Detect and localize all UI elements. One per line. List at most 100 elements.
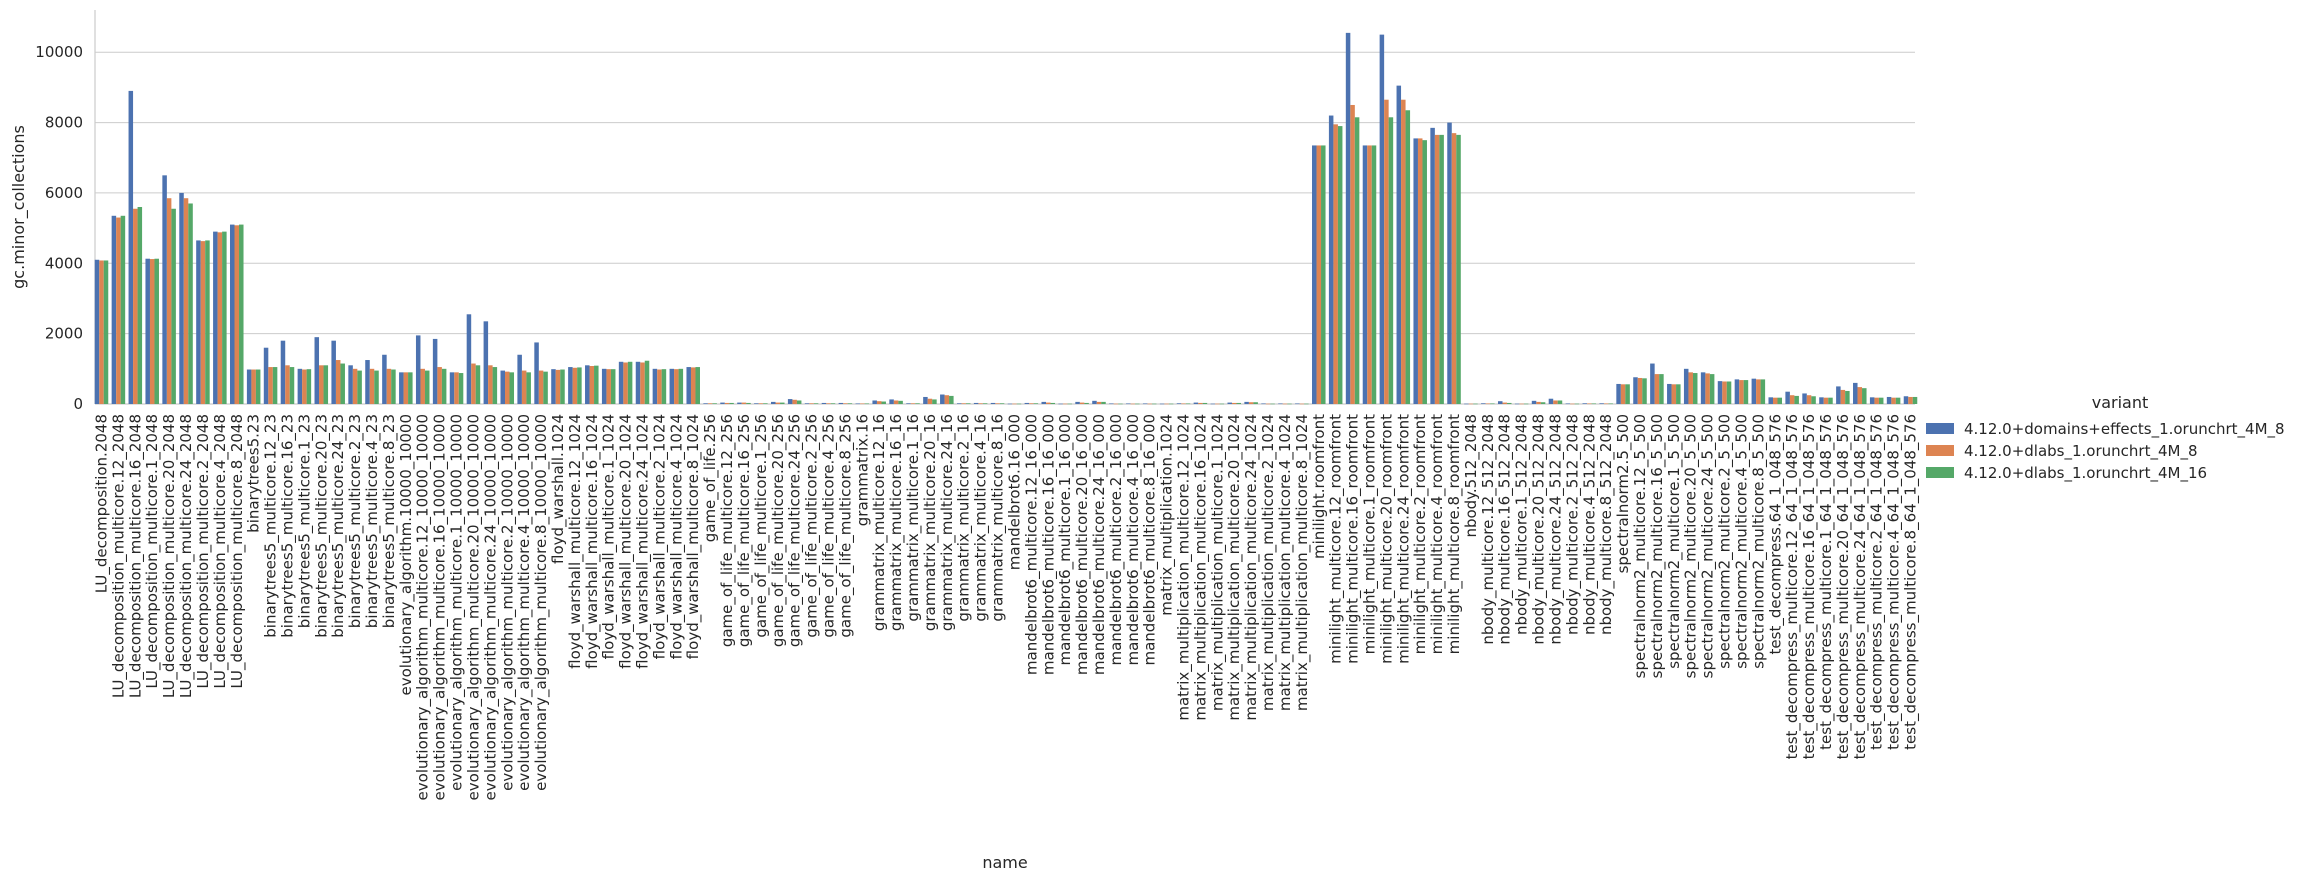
bar [843, 403, 848, 404]
bar [1333, 124, 1338, 404]
x-tick-label: mandelbrot6.16_000 [1005, 414, 1024, 570]
x-tick-label: game_of_life_multicore.16_256 [735, 414, 754, 647]
bar [1168, 403, 1174, 405]
legend-title: variant [2092, 393, 2149, 412]
bar [483, 321, 489, 404]
bar [594, 365, 599, 404]
bar [526, 372, 531, 404]
x-tick-label: mandelbrot6_multicore.24_16_000 [1090, 414, 1109, 675]
bar [1903, 396, 1909, 404]
bar [1836, 386, 1841, 404]
legend: variant 4.12.0+domains+effects_1.orunchr… [1926, 393, 2285, 483]
bar [1692, 373, 1698, 404]
bar [1413, 138, 1418, 404]
bar [695, 367, 700, 404]
bar [246, 369, 252, 404]
bar [200, 241, 206, 404]
bar [1092, 400, 1097, 404]
bar [1650, 363, 1655, 404]
bar [1219, 403, 1225, 405]
bar [1159, 403, 1165, 405]
bar [222, 231, 227, 405]
bar [1806, 395, 1812, 404]
x-tick-label: spectralnorm2_multicore.16_5_500 [1648, 414, 1667, 678]
bar [585, 365, 590, 404]
x-tick-label: game_of_life_multicore.2_256 [803, 414, 822, 638]
bar [1244, 401, 1249, 404]
bar [1282, 403, 1288, 405]
bar [910, 403, 916, 404]
bar [741, 402, 747, 404]
bar [386, 368, 392, 404]
bar [521, 370, 527, 404]
x-tick-label: nbody_multicore.20_512_2048 [1530, 414, 1549, 645]
bar [1029, 403, 1034, 404]
bar [678, 368, 684, 404]
bar [302, 369, 307, 404]
bar [1633, 377, 1638, 404]
x-tick-label: floyd_warshall_multicore.2_1024 [650, 414, 669, 659]
bar [1050, 402, 1056, 404]
bar [1396, 85, 1402, 404]
bar [906, 403, 911, 404]
bar [1891, 397, 1896, 404]
bar [1062, 403, 1068, 405]
bar [1591, 403, 1597, 405]
x-tick-label: floyd_warshall_multicore.20_1024 [617, 414, 636, 669]
bar [120, 215, 126, 404]
bar [746, 402, 751, 404]
bar [1299, 403, 1305, 405]
x-tick-label: mandelbrot6_multicore.12_16_000 [1022, 414, 1041, 675]
bar [268, 367, 273, 404]
bar [999, 403, 1005, 404]
bar [661, 369, 667, 404]
bar [923, 396, 928, 404]
bar [534, 342, 539, 404]
bar [1514, 403, 1520, 405]
bar [1371, 145, 1377, 404]
bar [1777, 397, 1783, 404]
legend-label: 4.12.0+domains+effects_1.orunchrt_4M_8 [1964, 420, 2285, 439]
bar [1869, 397, 1875, 404]
bar [1785, 391, 1790, 404]
bar [149, 259, 155, 404]
bar [1637, 377, 1643, 404]
x-tick-label: grammatrix_multicore.4_16 [972, 414, 991, 622]
bar [1768, 397, 1773, 404]
bar [1587, 403, 1592, 405]
bar [1794, 395, 1799, 404]
x-tick-label: LU_decomposition.2048 [93, 414, 112, 593]
legend-swatch [1926, 445, 1954, 456]
bar [1118, 403, 1123, 405]
x-tick-label: evolutionary_algorithm_multicore.2_10000… [498, 414, 517, 791]
bar [297, 368, 303, 404]
bar [1193, 402, 1199, 404]
bar [1811, 396, 1816, 404]
bar [466, 314, 472, 404]
bar [1447, 122, 1452, 404]
bar [437, 367, 442, 404]
x-tick-label: mandelbrot6_multicore.16_16_000 [1039, 414, 1058, 675]
bar [1033, 403, 1039, 404]
bar [1181, 403, 1186, 405]
x-tick-label: evolutionary_algorithm.10000_10000 [397, 414, 416, 696]
bar [500, 370, 505, 404]
bar [1625, 384, 1630, 404]
bar [758, 403, 764, 404]
bar [1536, 401, 1541, 404]
x-tick-label: LU_decomposition_multicore.2_2048 [194, 414, 213, 689]
x-tick-label: LU_decomposition_multicore.1_2048 [143, 414, 162, 689]
x-tick-label: spectralnorm2_multicore.20_5_500 [1682, 414, 1701, 678]
bar [1388, 117, 1394, 404]
x-tick-label: spectralnorm2_multicore.2_5_500 [1716, 414, 1735, 669]
x-tick-label: grammatrix.16 [853, 414, 871, 526]
x-tick-label: grammatrix_multicore.16_16 [887, 414, 906, 631]
bar [272, 367, 278, 404]
x-tick-label: matrix_multiplication_multicore.1_1024 [1208, 414, 1227, 711]
bar [1321, 145, 1326, 404]
x-tick-label: floyd_warshall_multicore.24_1024 [634, 414, 653, 669]
bar [627, 361, 633, 404]
bar [1570, 403, 1575, 405]
bar [1709, 374, 1715, 404]
